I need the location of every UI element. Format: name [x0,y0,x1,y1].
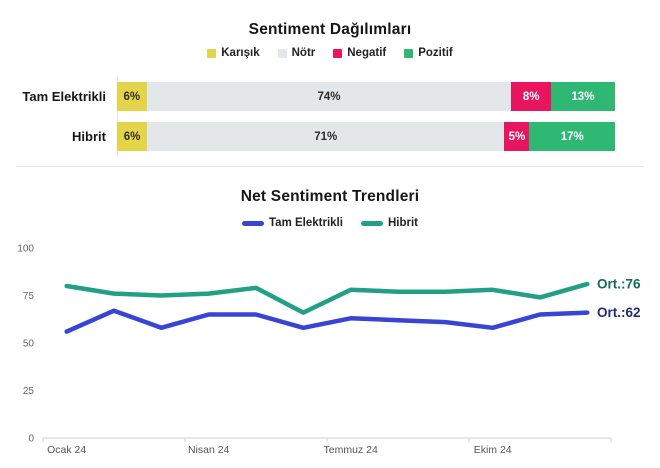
series-line-hibrit [64,281,590,315]
bar-row-hibrit: Hibrit 6% 71% 5% 17% [0,122,660,151]
bar-row-tam-elektrikli: Tam Elektrikli 6% 74% 8% 13% [0,82,660,111]
stacked-bar: 6% 71% 5% 17% [117,122,615,151]
trend-chart-svg: 0 25 50 75 100 Ocak 24 Nisan 24 Temmuz 24 Ekim 2… [17,244,641,457]
legend-swatch-notr-icon [277,48,287,58]
legend-label: Nötr [291,47,316,59]
y-axis-label-50: 50 [23,339,35,350]
bar-row-label: Tam Elektrikli [22,89,106,104]
distribution-legend: Karışık Nötr Negatif Pozitif [0,47,660,59]
stacked-bar: 6% 74% 8% 13% [117,82,615,111]
legend-label: Hibrit [387,217,418,229]
trend-legend: Tam Elektrikli Hibrit [0,217,660,229]
bar-segment-negatif: 5% [504,122,530,151]
legend-label: Negatif [347,47,387,59]
legend-line-marker-icon [360,220,383,226]
legend-swatch-karisik-icon [207,48,217,58]
bar-segment-pozitif: 13% [550,82,615,111]
legend-swatch-negatif-icon [333,48,343,58]
trend-title: Net Sentiment Trendleri [240,188,420,205]
distribution-title: Sentiment Dağılımları [248,21,412,38]
legend-swatch-pozitif-icon [404,48,414,58]
avg-annotation-tam-elektrikli: Ort.:62 [597,305,641,320]
bar-segment-negatif: 8% [511,82,551,111]
x-axis-label-nisan-24: Nisan 24 [188,444,230,456]
legend-item-karisik[interactable]: Karışık [207,47,260,59]
y-axis-label-0: 0 [28,434,34,445]
x-axis-label-ekim-24: Ekim 24 [474,444,512,456]
legend-item-negatif[interactable]: Negatif [333,47,386,59]
y-axis-label-25: 25 [23,386,35,397]
legend-item-tam-elektrikli[interactable]: Tam Elektrikli [242,217,343,229]
legend-line-marker-icon [242,220,265,226]
x-axis-label-temmuz-24: Temmuz 24 [324,444,378,456]
bar-axis-line [117,77,118,156]
bar-segment-karisik: 6% [117,122,148,151]
bar-segment-karisik: 6% [117,82,147,111]
y-axis-label-75: 75 [23,291,35,302]
bar-segment-notr: 74% [146,82,512,111]
bar-segment-pozitif: 17% [529,122,615,151]
legend-item-hibrit[interactable]: Hibrit [360,217,418,229]
legend-label: Pozitif [418,47,453,59]
legend-item-pozitif[interactable]: Pozitif [404,47,453,59]
section-divider [16,166,644,167]
legend-item-notr[interactable]: Nötr [277,47,316,59]
bar-row-label: Hibrit [72,129,106,144]
bar-segment-notr: 71% [147,122,505,151]
series-line-tam-elektrikli [64,308,590,334]
legend-label: Tam Elektrikli [269,217,343,229]
legend-label: Karışık [221,47,260,59]
y-axis-label-100: 100 [17,244,34,255]
distribution-rows: Tam Elektrikli 6% 74% 8% 13% Hibrit 6% 71% 5% 17% [0,82,660,162]
x-axis-label-ocak-24: Ocak 24 [47,444,86,456]
avg-annotation-hibrit: Ort.:76 [597,277,641,292]
